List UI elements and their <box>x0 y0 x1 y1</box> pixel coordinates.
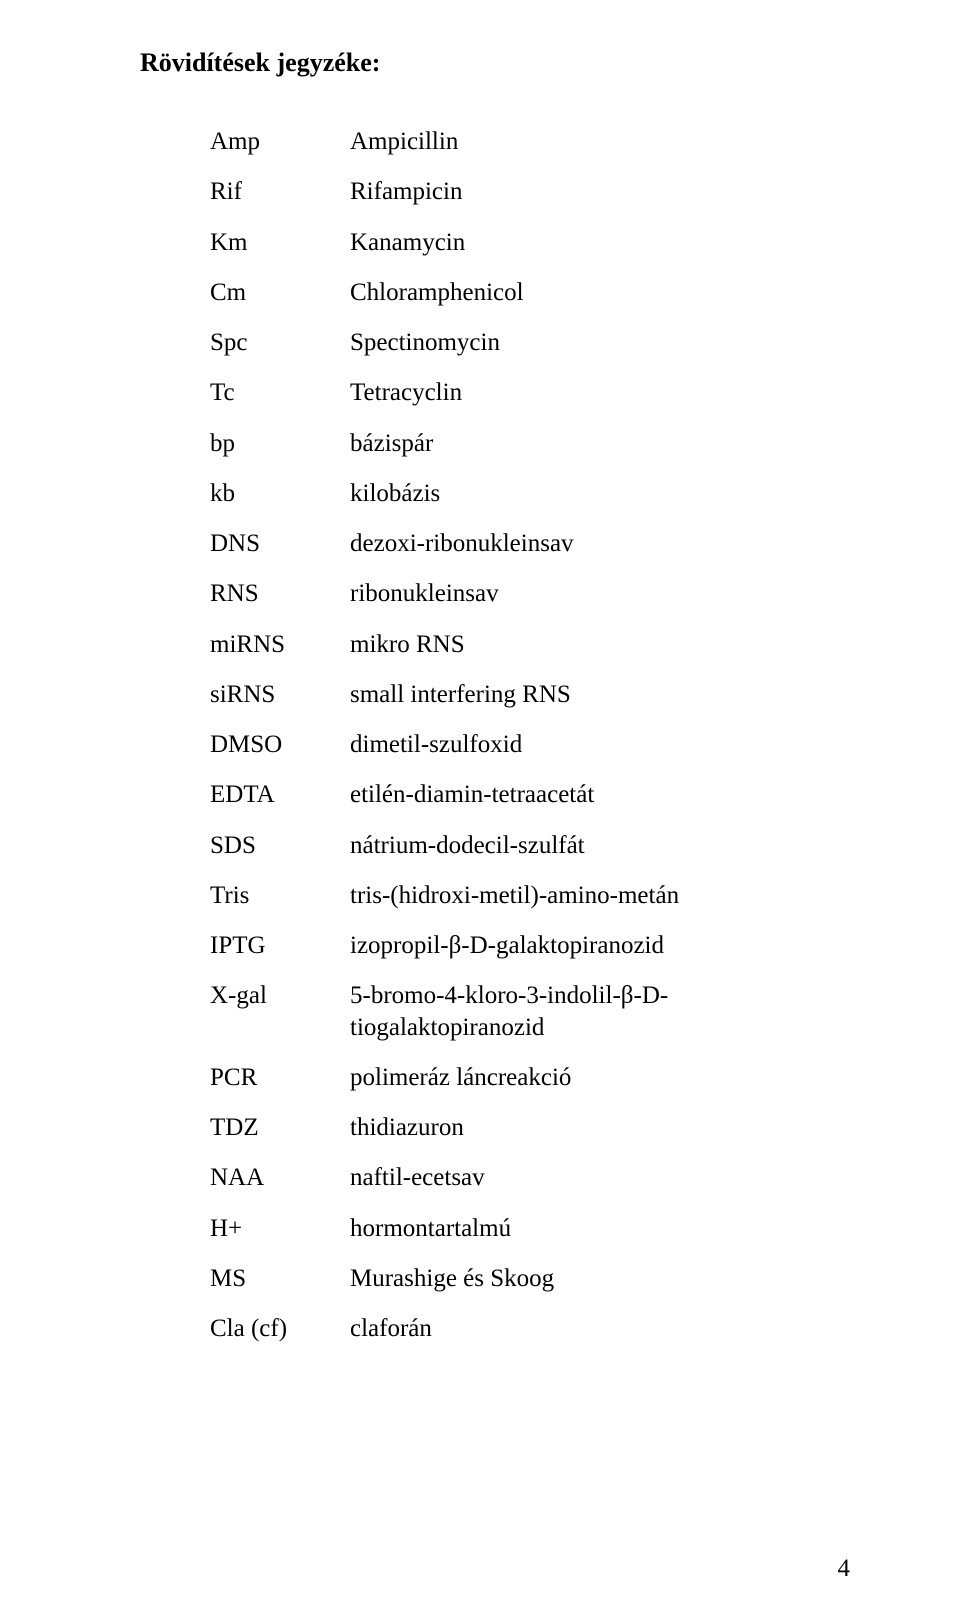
abbreviation-definition: polimeráz láncreakció <box>350 1062 850 1093</box>
abbreviation-row: MSMurashige és Skoog <box>140 1263 850 1294</box>
abbreviation-definition: thidiazuron <box>350 1112 850 1143</box>
abbreviation-term: EDTA <box>140 779 350 810</box>
abbreviation-term: Km <box>140 227 350 258</box>
abbreviation-row: EDTAetilén-diamin-tetraacetát <box>140 779 850 810</box>
abbreviation-term: Rif <box>140 176 350 207</box>
abbreviation-row: SpcSpectinomycin <box>140 327 850 358</box>
abbreviation-term: RNS <box>140 578 350 609</box>
abbreviation-definition: ribonukleinsav <box>350 578 850 609</box>
abbreviation-term: miRNS <box>140 629 350 660</box>
abbreviation-definition: dezoxi-ribonukleinsav <box>350 528 850 559</box>
abbreviation-term: MS <box>140 1263 350 1294</box>
abbreviation-row: RifRifampicin <box>140 176 850 207</box>
abbreviation-row: SDSnátrium-dodecil-szulfát <box>140 830 850 861</box>
abbreviation-row: H+hormontartalmú <box>140 1213 850 1244</box>
abbreviation-definition: etilén-diamin-tetraacetát <box>350 779 850 810</box>
abbreviation-list: AmpAmpicillinRifRifampicinKmKanamycinCmC… <box>140 126 850 1344</box>
abbreviation-definition: naftil-ecetsav <box>350 1162 850 1193</box>
abbreviation-definition: Spectinomycin <box>350 327 850 358</box>
abbreviation-term: DMSO <box>140 729 350 760</box>
abbreviation-definition: Ampicillin <box>350 126 850 157</box>
abbreviation-term: X-gal <box>140 980 350 1043</box>
abbreviation-term: TDZ <box>140 1112 350 1143</box>
abbreviation-term: Tris <box>140 880 350 911</box>
abbreviation-definition: 5-bromo-4-kloro-3-indolil-β-D-tiogalakto… <box>350 980 850 1043</box>
abbreviation-definition: kilobázis <box>350 478 850 509</box>
abbreviation-definition: claforán <box>350 1313 850 1344</box>
abbreviation-row: X-gal5-bromo-4-kloro-3-indolil-β-D-tioga… <box>140 980 850 1043</box>
abbreviation-row: KmKanamycin <box>140 227 850 258</box>
abbreviation-definition: izopropil-β-D-galaktopiranozid <box>350 930 850 961</box>
abbreviation-definition: small interfering RNS <box>350 679 850 710</box>
abbreviation-definition: dimetil-szulfoxid <box>350 729 850 760</box>
abbreviation-row: siRNSsmall interfering RNS <box>140 679 850 710</box>
abbreviation-term: Tc <box>140 377 350 408</box>
abbreviation-definition: mikro RNS <box>350 629 850 660</box>
abbreviation-term: bp <box>140 428 350 459</box>
page-number: 4 <box>838 1555 851 1583</box>
abbreviation-row: PCRpolimeráz láncreakció <box>140 1062 850 1093</box>
abbreviation-term: kb <box>140 478 350 509</box>
abbreviation-term: DNS <box>140 528 350 559</box>
abbreviation-definition: nátrium-dodecil-szulfát <box>350 830 850 861</box>
abbreviation-row: Cla (cf)claforán <box>140 1313 850 1344</box>
abbreviation-row: DNSdezoxi-ribonukleinsav <box>140 528 850 559</box>
abbreviation-term: siRNS <box>140 679 350 710</box>
abbreviation-row: Tristris-(hidroxi-metil)-amino-metán <box>140 880 850 911</box>
abbreviation-row: AmpAmpicillin <box>140 126 850 157</box>
abbreviation-row: TDZthidiazuron <box>140 1112 850 1143</box>
abbreviation-term: H+ <box>140 1213 350 1244</box>
page-title: Rövidítések jegyzéke: <box>140 48 850 78</box>
abbreviation-term: PCR <box>140 1062 350 1093</box>
abbreviation-definition: Murashige és Skoog <box>350 1263 850 1294</box>
abbreviation-term: SDS <box>140 830 350 861</box>
abbreviation-term: Cla (cf) <box>140 1313 350 1344</box>
abbreviation-term: Cm <box>140 277 350 308</box>
abbreviation-definition: bázispár <box>350 428 850 459</box>
abbreviation-row: IPTGizopropil-β-D-galaktopiranozid <box>140 930 850 961</box>
abbreviation-definition: tris-(hidroxi-metil)-amino-metán <box>350 880 850 911</box>
page: Rövidítések jegyzéke: AmpAmpicillinRifRi… <box>0 0 960 1623</box>
abbreviation-row: miRNSmikro RNS <box>140 629 850 660</box>
abbreviation-term: Amp <box>140 126 350 157</box>
abbreviation-row: DMSOdimetil-szulfoxid <box>140 729 850 760</box>
abbreviation-term: Spc <box>140 327 350 358</box>
abbreviation-row: kbkilobázis <box>140 478 850 509</box>
abbreviation-term: IPTG <box>140 930 350 961</box>
abbreviation-row: RNSribonukleinsav <box>140 578 850 609</box>
abbreviation-row: CmChloramphenicol <box>140 277 850 308</box>
abbreviation-definition: hormontartalmú <box>350 1213 850 1244</box>
abbreviation-row: NAAnaftil-ecetsav <box>140 1162 850 1193</box>
abbreviation-term: NAA <box>140 1162 350 1193</box>
abbreviation-row: TcTetracyclin <box>140 377 850 408</box>
abbreviation-definition: Rifampicin <box>350 176 850 207</box>
abbreviation-definition: Kanamycin <box>350 227 850 258</box>
abbreviation-row: bpbázispár <box>140 428 850 459</box>
abbreviation-definition: Tetracyclin <box>350 377 850 408</box>
abbreviation-definition: Chloramphenicol <box>350 277 850 308</box>
